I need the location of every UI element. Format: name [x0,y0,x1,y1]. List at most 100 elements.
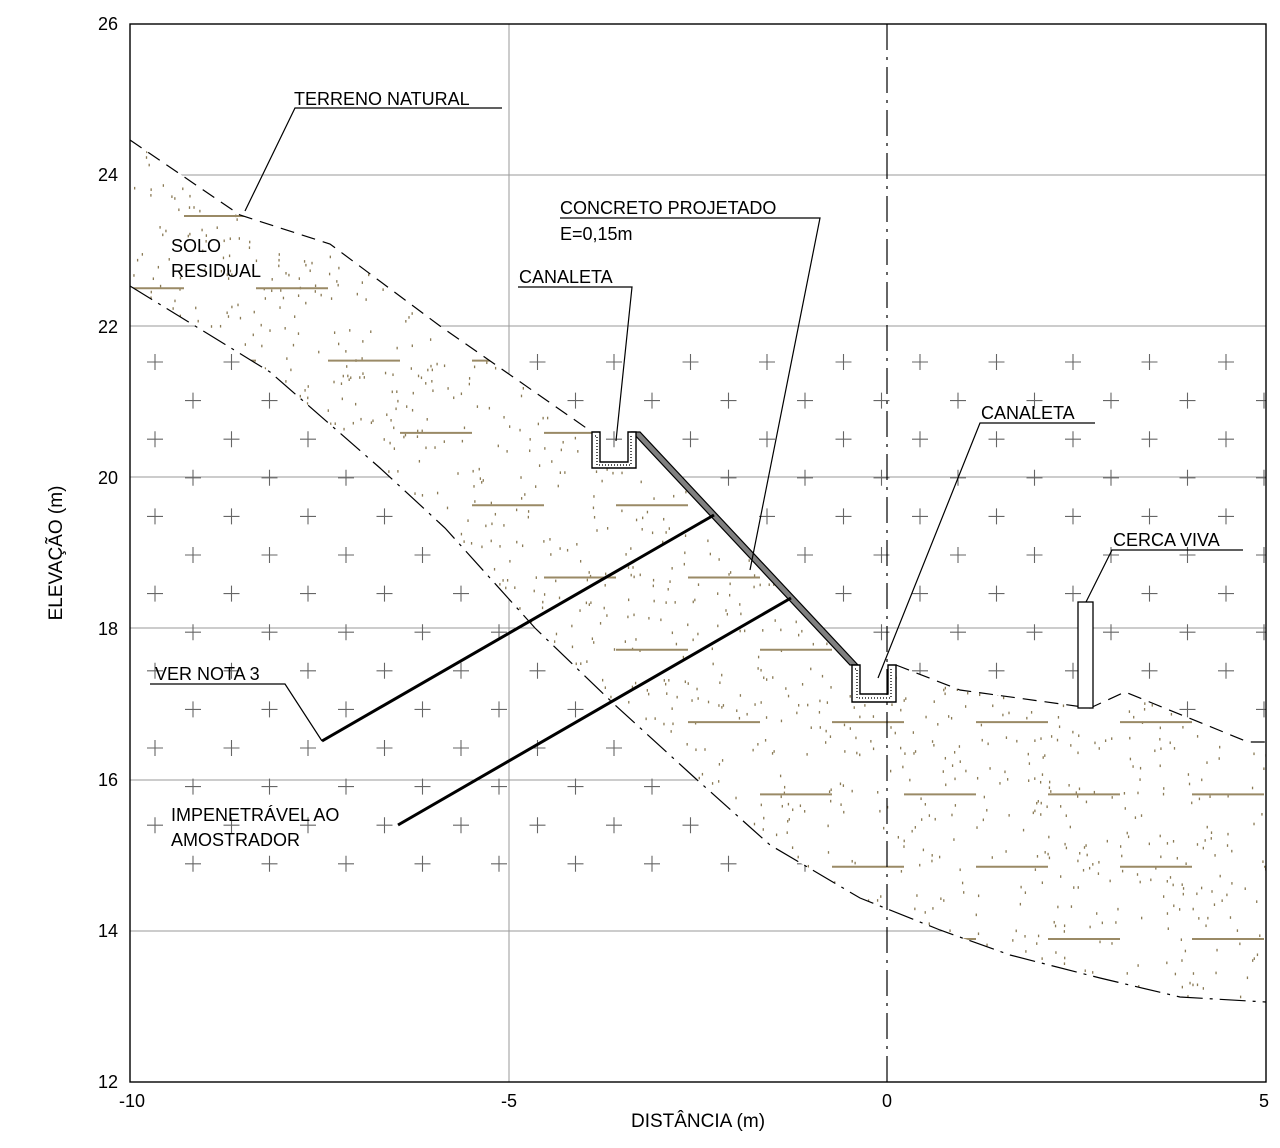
soil-dot [738,430,741,434]
soil-dot [717,624,719,628]
soil-dot [1115,467,1117,471]
soil-dot [1025,371,1028,375]
soil-dot [660,1001,662,1002]
soil-dot [1192,972,1195,975]
soil-dot [317,131,318,134]
soil-dot [229,237,231,241]
soil-dot [421,494,424,497]
soil-dot [1138,347,1140,351]
soil-dot [1065,501,1067,505]
soil-dot [588,603,590,606]
soil-dot [921,558,923,562]
soil-dot [419,659,421,662]
soil-dot [610,938,612,942]
soil-dot [510,256,512,260]
soil-dot [390,419,392,422]
soil-dot [1118,458,1120,461]
soil-dot [565,825,567,829]
soil-dot [965,272,967,276]
soil-dot [731,294,733,297]
soil-dot [605,572,607,576]
soil-dot [220,269,223,273]
soil-dot [1182,887,1185,890]
soil-dot [637,841,639,844]
soil-dot [1166,131,1167,134]
rock-cross [720,469,737,486]
soil-dot [440,999,443,1002]
soil-dot [179,153,181,157]
soil-dot [381,775,383,779]
soil-dot [217,905,219,908]
soil-dot [1001,563,1003,567]
soil-dot [1252,140,1254,141]
soil-dot [997,152,999,156]
soil-dot [777,934,779,937]
soil-dot [316,595,318,599]
soil-dot [1093,364,1096,367]
soil-dot [1184,949,1187,953]
soil-dot [1200,293,1203,296]
soil-dot [160,758,163,762]
soil-dot [677,140,680,141]
soil-dot [707,820,709,823]
soil-dot [133,274,135,277]
soil-dot [204,181,207,184]
soil-dot [1203,575,1206,579]
soil-dot [1189,166,1191,169]
soil-dot [347,374,349,378]
soil-dot [135,573,137,577]
soil-dot [320,133,321,136]
soil-dot [269,934,271,937]
soil-dot [834,378,836,382]
soil-dot [917,471,920,474]
soil-dot [387,654,390,657]
soil-dot [358,954,360,958]
soil-dot [159,997,161,1001]
soil-dot [1027,752,1029,756]
soil-dot [1126,972,1128,975]
soil-dot [853,981,856,984]
soil-dot [630,547,632,550]
soil-dot [523,963,525,967]
soil-dot [1181,608,1183,611]
soil-dot [652,578,655,582]
soil-dot [458,189,461,193]
soil-dot [238,409,241,413]
soil-dot [761,333,763,336]
soil-dot [718,704,720,707]
soil-dot [460,392,463,396]
soil-dot [187,439,190,443]
soil-dot [359,376,361,379]
soil-dot [601,976,603,980]
soil-dot [391,860,393,864]
soil-dot [914,826,916,829]
soil-dot [839,782,842,786]
soil-dot [289,391,291,394]
soil-dot [720,340,722,343]
soil-dot [246,940,248,944]
soil-dot [1185,467,1188,471]
soil-dot [456,220,458,223]
soil-dot [775,985,777,988]
soil-dot [549,775,552,778]
soil-dot [1159,834,1161,838]
rock-cross [223,508,240,525]
soil-dot [677,927,679,930]
soil-dot [1121,503,1123,507]
soil-dot [1079,851,1081,855]
x-tick-neg10: -10 [119,1091,145,1111]
soil-dot [872,364,875,367]
rock-cross [988,585,1005,602]
soil-dot [1058,315,1060,319]
soil-dot [1151,704,1153,707]
soil-dot [628,932,631,935]
soil-dot [362,340,364,343]
soil-dot [1257,623,1259,627]
soil-dot [229,178,231,182]
soil-dot [698,776,700,780]
label-ver-nota: VER NOTA 3 [155,664,260,684]
soil-dot [1048,429,1051,433]
soil-dot [1022,375,1025,379]
soil-dot [317,178,320,181]
soil-dot [761,970,763,974]
